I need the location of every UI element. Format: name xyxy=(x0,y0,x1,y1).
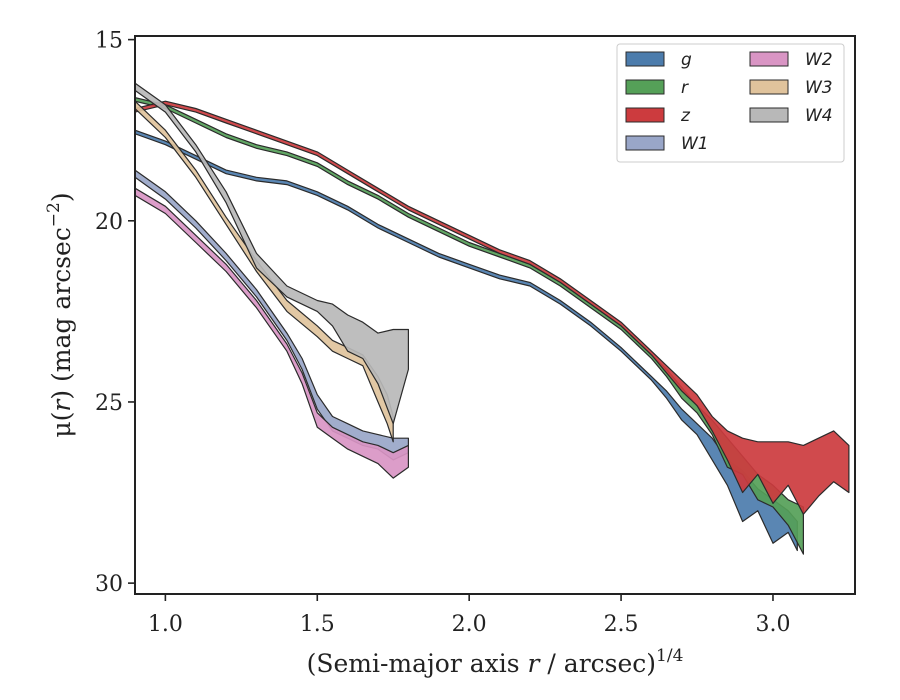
legend-label-w3: W3 xyxy=(805,78,833,98)
plot-frame xyxy=(134,35,856,595)
x-tick-label: 2.5 xyxy=(604,612,639,637)
legend-label-w4: W4 xyxy=(805,106,833,126)
legend-label-r: r xyxy=(681,78,689,98)
series-area-g xyxy=(135,129,798,552)
y-tick-label: 25 xyxy=(95,391,123,416)
legend-swatch-r xyxy=(625,79,665,95)
legend-label-w1: W1 xyxy=(681,134,709,154)
x-tick-label: 1.5 xyxy=(300,612,335,637)
legend: grz W1 W2 W3 W4 xyxy=(616,43,845,163)
legend-swatch-w2 xyxy=(749,51,789,67)
y-axis-title: μ(r) (mag arcsec−2) xyxy=(44,192,76,437)
series-area-w4 xyxy=(135,82,409,425)
series-area-w1 xyxy=(135,169,409,461)
series-area-z xyxy=(135,100,850,515)
legend-swatch-w3 xyxy=(749,79,789,95)
x-axis: 1.0 1.5 2.0 2.5 3.0 xyxy=(148,594,790,637)
legend-label-g: g xyxy=(681,50,692,70)
x-tick-label: 3.0 xyxy=(755,612,790,637)
y-tick-label: 15 xyxy=(95,29,123,54)
series-area-r xyxy=(135,97,804,555)
legend-swatch-w4 xyxy=(749,107,789,123)
x-tick-label: 1.0 xyxy=(148,612,183,637)
legend-swatch-z xyxy=(625,107,665,123)
y-axis: 15 20 25 30 xyxy=(95,29,135,597)
legend-label-w2: W2 xyxy=(805,50,833,70)
series-area-w2 xyxy=(135,187,409,479)
y-tick-label: 20 xyxy=(95,210,123,235)
x-tick-label: 2.0 xyxy=(452,612,487,637)
legend-label-z: z xyxy=(680,106,691,126)
legend-swatch-g xyxy=(625,51,665,67)
profile-areas xyxy=(135,82,850,555)
y-tick-label: 30 xyxy=(95,572,123,597)
legend-box xyxy=(616,43,845,163)
x-axis-title: (Semi-major axis r / arcsec)1/4 xyxy=(307,646,684,678)
legend-swatch-w1 xyxy=(625,135,665,151)
